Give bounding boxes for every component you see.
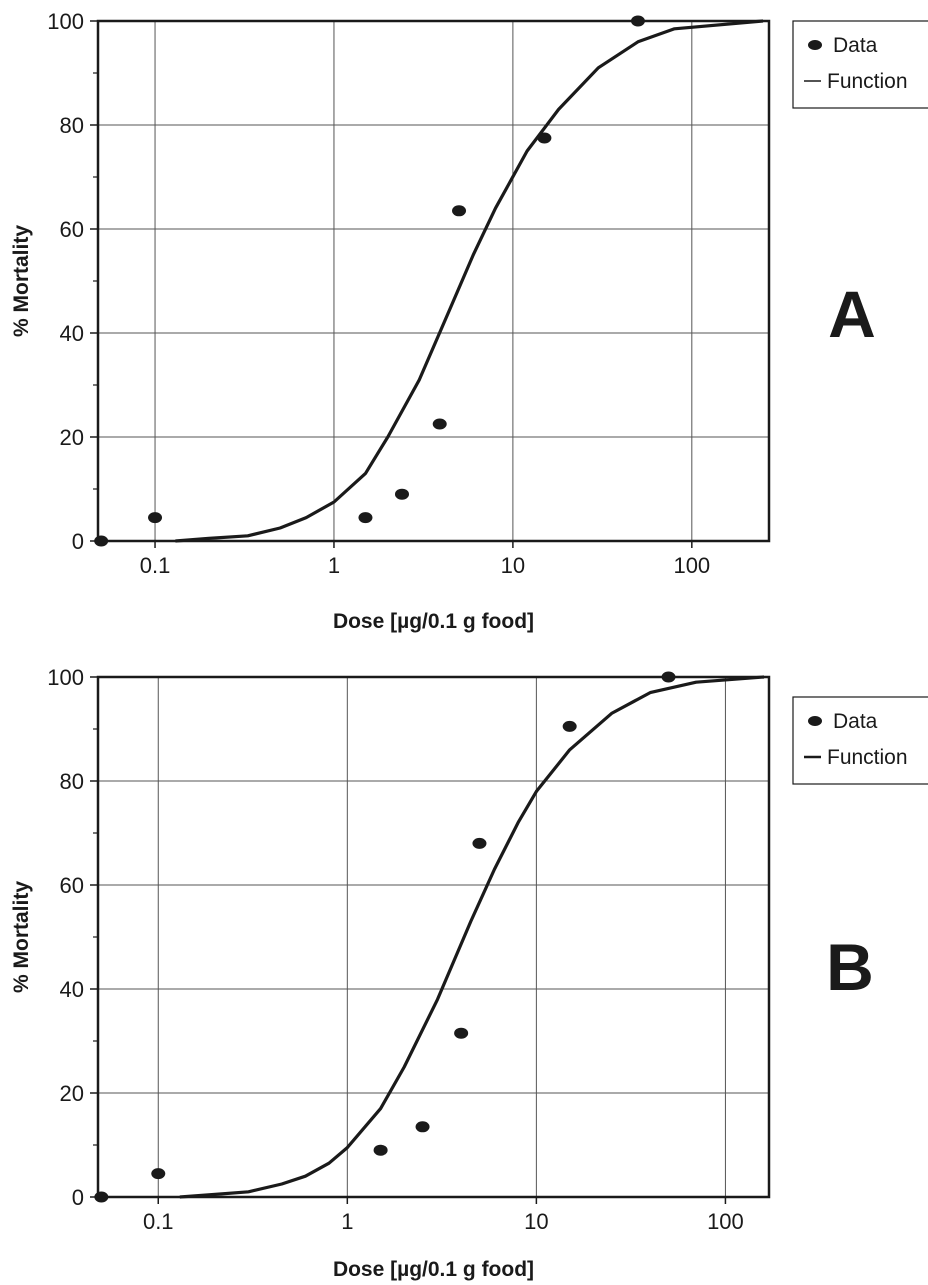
- x-tick-label: 100: [707, 1209, 744, 1234]
- x-tick-label: 1: [328, 553, 340, 578]
- y-tick-label: 40: [60, 977, 84, 1002]
- data-point: [373, 1144, 388, 1156]
- y-tick-label: 100: [47, 665, 84, 690]
- y-tick-label: 80: [60, 769, 84, 794]
- y-tick-label: 60: [60, 873, 84, 898]
- panel-letter: B: [826, 930, 874, 1004]
- data-point: [148, 512, 163, 524]
- data-point: [454, 1027, 469, 1039]
- data-point: [562, 720, 577, 732]
- x-tick-label: 0.1: [143, 1209, 174, 1234]
- y-tick-label: 100: [47, 9, 84, 34]
- y-tick-label: 20: [60, 425, 84, 450]
- x-tick-label: 100: [673, 553, 710, 578]
- data-point: [94, 1191, 109, 1203]
- data-point: [432, 418, 447, 430]
- legend-label: Data: [833, 34, 878, 57]
- data-point: [151, 1168, 166, 1180]
- y-tick-label: 0: [72, 529, 84, 554]
- legend-label: Function: [827, 70, 908, 93]
- legend-box: [792, 20, 928, 109]
- x-tick-label: 1: [341, 1209, 353, 1234]
- chart-panel-b: 0 20 40 60 80 100 0.1 1 10 100 Dose [µg/0.1 g food…: [10, 665, 928, 1281]
- y-axis-title: % Mortality: [10, 881, 33, 993]
- x-tick-label: 10: [501, 553, 525, 578]
- chart-panel-a: 0 20 40 60 80 100 0.1 1 10 100 Dose [µg/0.1 g food…: [10, 9, 928, 633]
- x-axis-title: Dose [µg/0.1 g food]: [333, 610, 534, 633]
- data-point: [358, 512, 373, 524]
- y-tick-label: 60: [60, 217, 84, 242]
- function-curve: [179, 675, 765, 1199]
- data-point: [394, 488, 409, 500]
- legend-point-marker: [808, 716, 822, 726]
- y-tick-label: 40: [60, 321, 84, 346]
- legend: Data Function: [792, 696, 928, 785]
- legend-label: Data: [833, 710, 878, 733]
- function-curve: [175, 19, 764, 543]
- x-tick-label: 10: [524, 1209, 548, 1234]
- data-point: [94, 535, 109, 547]
- data-point: [630, 15, 645, 27]
- data-point: [415, 1121, 430, 1133]
- legend-box: [792, 696, 928, 785]
- legend: Data Function: [792, 20, 928, 109]
- legend-point-marker: [808, 40, 822, 50]
- y-axis-title: % Mortality: [10, 225, 33, 337]
- data-point: [452, 205, 467, 217]
- y-tick-label: 20: [60, 1081, 84, 1106]
- data-point: [472, 837, 487, 849]
- x-axis-title: Dose [µg/0.1 g food]: [333, 1258, 534, 1281]
- data-point: [661, 671, 676, 683]
- y-tick-label: 0: [72, 1185, 84, 1210]
- legend-label: Function: [827, 746, 908, 769]
- plot-frame: [96, 675, 771, 1199]
- y-tick-label: 80: [60, 113, 84, 138]
- x-tick-label: 0.1: [140, 553, 171, 578]
- panel-letter: A: [828, 277, 876, 351]
- plot-frame: [96, 19, 771, 543]
